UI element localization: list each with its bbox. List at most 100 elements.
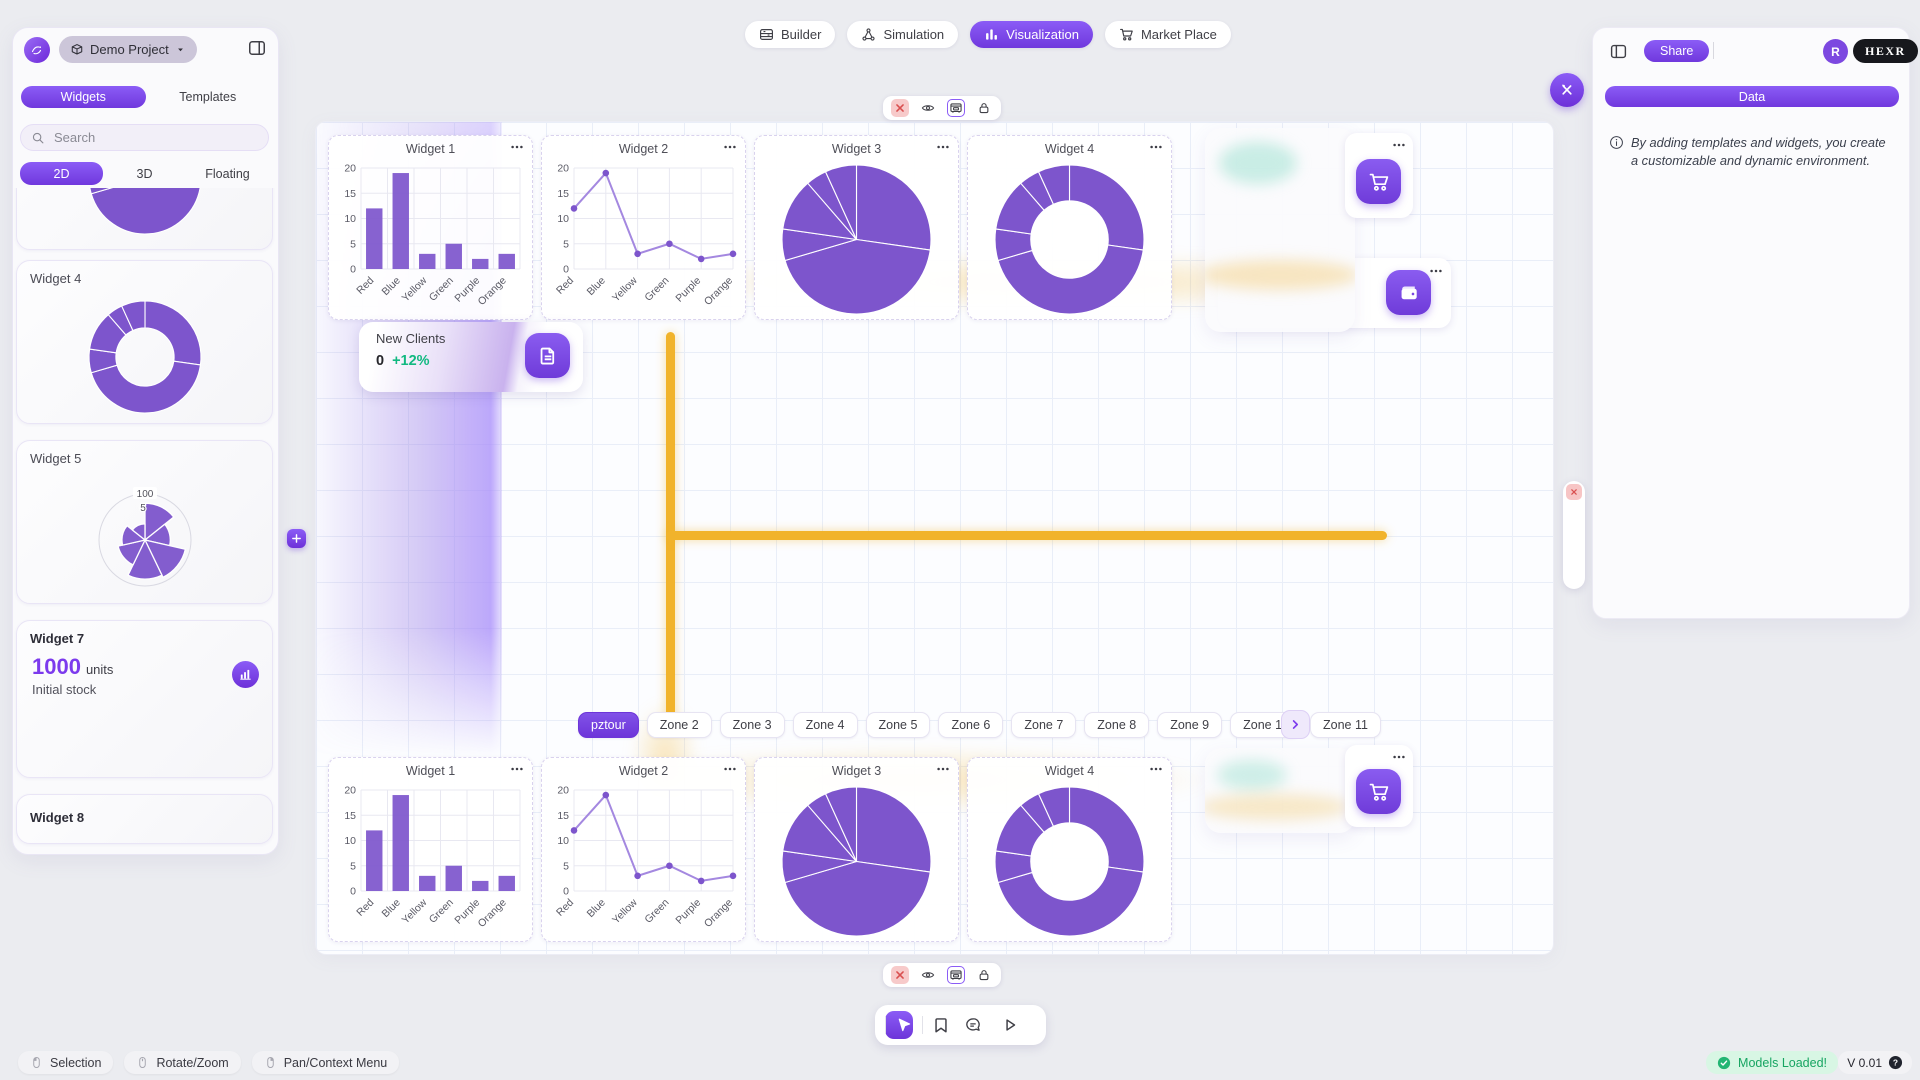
tab-visualization[interactable]: Visualization [970, 21, 1093, 48]
mini-side-toolbar[interactable] [1563, 481, 1585, 589]
search-input[interactable] [52, 129, 258, 146]
wallet-button[interactable] [1386, 270, 1431, 315]
zone-chip-zone-6[interactable]: Zone 6 [938, 712, 1004, 738]
canvas-widget-1-bottom[interactable]: Widget 1 0 5 10 15 20 Red Blue Yellow Green Purpl… [328, 757, 533, 942]
remove-button[interactable] [1566, 484, 1582, 500]
canvas-tool-delete[interactable] [891, 99, 909, 117]
canvas-widget-2[interactable]: Widget 2 0 5 10 15 20 Red Blue Yellow Green Purpl… [541, 135, 746, 320]
panel-toggle-button[interactable] [1609, 42, 1628, 61]
divider [1713, 42, 1714, 59]
zone-chip-zone-5[interactable]: Zone 5 [865, 712, 931, 738]
svg-text:20: 20 [344, 785, 356, 797]
zone-chip-zone-2[interactable]: Zone 2 [646, 712, 712, 738]
cart-button[interactable] [1356, 769, 1401, 814]
cart-widget-card[interactable] [1345, 133, 1413, 218]
more-menu-icon[interactable] [935, 139, 951, 155]
sidebar-tab-widgets[interactable]: Widgets [21, 86, 146, 108]
canvas-widget-1[interactable]: Widget 1 0 5 10 15 20 Red Blue Yellow Green Purpl… [328, 135, 533, 320]
help-icon[interactable]: ? [1888, 1055, 1903, 1070]
zones-scroll-right-button[interactable] [1281, 710, 1310, 739]
zone-chip-zone-4[interactable]: Zone 4 [792, 712, 858, 738]
widget-library-panel: Demo Project Widgets Templates 2D 3D Flo… [12, 27, 279, 855]
pie-chart [759, 782, 954, 939]
tools-button[interactable] [1550, 73, 1584, 107]
canvas-widget-2-bottom[interactable]: Widget 2 0 5 10 15 20 Red Blue Yellow Green Purpl… [541, 757, 746, 942]
info-note: By adding templates and widgets, you cre… [1609, 134, 1893, 170]
guide-line-vertical[interactable] [666, 332, 675, 726]
new-clients-card[interactable]: New Clients 0 +12% [359, 322, 583, 392]
more-menu-icon[interactable] [1148, 139, 1164, 155]
add-widget-button[interactable] [287, 529, 306, 548]
more-menu-icon[interactable] [1391, 749, 1407, 765]
more-menu-icon[interactable] [509, 761, 525, 777]
tab-builder[interactable]: Builder [745, 21, 836, 48]
widget-card-widget-3[interactable]: Widget 3 [16, 188, 273, 250]
svg-text:Blue: Blue [585, 275, 608, 298]
canvas-tool-delete[interactable] [891, 966, 909, 984]
document-button[interactable] [525, 333, 570, 378]
canvas-tool-vault[interactable] [947, 966, 965, 984]
bar-chart: 0 5 10 15 20 Red Blue Yellow Green Purple Orange [333, 782, 528, 939]
cart-icon [1368, 171, 1390, 193]
canvas-tool-eye[interactable] [919, 966, 937, 984]
doughnut-chart [972, 782, 1167, 939]
mouse-middle-icon [136, 1056, 149, 1069]
widget-card-widget-7[interactable]: Widget 7 1000 units Initial stock [16, 620, 273, 778]
zone-chip-pztour[interactable]: pztour [578, 712, 639, 738]
app-logo-icon[interactable] [24, 37, 50, 63]
widget-card-widget-4[interactable]: Widget 4 [16, 260, 273, 424]
share-button[interactable]: Share [1644, 40, 1710, 62]
more-menu-icon[interactable] [935, 761, 951, 777]
widget-card-title: Widget 5 [30, 451, 82, 466]
more-menu-icon[interactable] [1428, 263, 1444, 279]
canvas-tool-lock[interactable] [975, 966, 993, 984]
action-play[interactable] [996, 1011, 1024, 1039]
svg-text:10: 10 [557, 835, 569, 847]
avatar[interactable]: R [1823, 39, 1848, 64]
zone-chip-zone-9[interactable]: Zone 9 [1157, 712, 1223, 738]
chevron-down-icon [175, 44, 186, 55]
svg-text:0: 0 [563, 886, 569, 898]
canvas-tool-eye[interactable] [919, 99, 937, 117]
more-menu-icon[interactable] [1148, 761, 1164, 777]
canvas-tool-lock[interactable] [975, 99, 993, 117]
more-menu-icon[interactable] [722, 139, 738, 155]
canvas-widget-3[interactable]: Widget 3 [754, 135, 959, 320]
filter-floating[interactable]: Floating [186, 162, 269, 185]
svg-text:100: 100 [137, 489, 154, 500]
canvas-tool-vault[interactable] [947, 99, 965, 117]
zone-chip-zone-3[interactable]: Zone 3 [719, 712, 785, 738]
widget-card-widget-8[interactable]: Widget 8 [16, 794, 273, 844]
zone-chip-zone-7[interactable]: Zone 7 [1011, 712, 1077, 738]
widget-card-widget-5[interactable]: Widget 5 100 5 [16, 440, 273, 604]
more-menu-icon[interactable] [722, 761, 738, 777]
dashboard-canvas[interactable]: Widget 1 0 5 10 15 20 Red Blue Yellow Green Purpl… [316, 122, 1553, 954]
more-menu-icon[interactable] [509, 139, 525, 155]
main-nav: Builder Simulation Visualization Market … [745, 21, 1231, 48]
filter-2d[interactable]: 2D [20, 162, 103, 185]
blurred-widget-overlay [1205, 128, 1355, 332]
action-comment[interactable] [959, 1011, 987, 1039]
more-menu-icon[interactable] [1391, 137, 1407, 153]
guide-line-horizontal[interactable] [666, 531, 1387, 540]
zone-chip-zone-11[interactable]: Zone 11 [1310, 712, 1381, 738]
action-bookmark[interactable] [922, 1011, 950, 1039]
svg-text:Orange: Orange [476, 897, 509, 930]
sidebar-collapse-button[interactable] [247, 38, 267, 58]
tab-market-place[interactable]: Market Place [1104, 21, 1231, 48]
filter-3d[interactable]: 3D [103, 162, 186, 185]
data-button[interactable]: Data [1605, 86, 1899, 107]
version-badge: V 0.01 ? [1838, 1051, 1912, 1074]
canvas-widget-4-bottom[interactable]: Widget 4 [967, 757, 1172, 942]
cart-button[interactable] [1356, 159, 1401, 204]
tab-simulation[interactable]: Simulation [847, 21, 959, 48]
canvas-widget-4[interactable]: Widget 4 [967, 135, 1172, 320]
cart-widget-card[interactable] [1345, 745, 1413, 827]
project-selector[interactable]: Demo Project [59, 36, 197, 63]
action-select[interactable] [885, 1011, 913, 1039]
bar-chart-badge-icon [232, 661, 259, 688]
zone-chip-zone-8[interactable]: Zone 8 [1084, 712, 1150, 738]
sidebar-tab-templates[interactable]: Templates [146, 86, 271, 108]
canvas-widget-3-bottom[interactable]: Widget 3 [754, 757, 959, 942]
